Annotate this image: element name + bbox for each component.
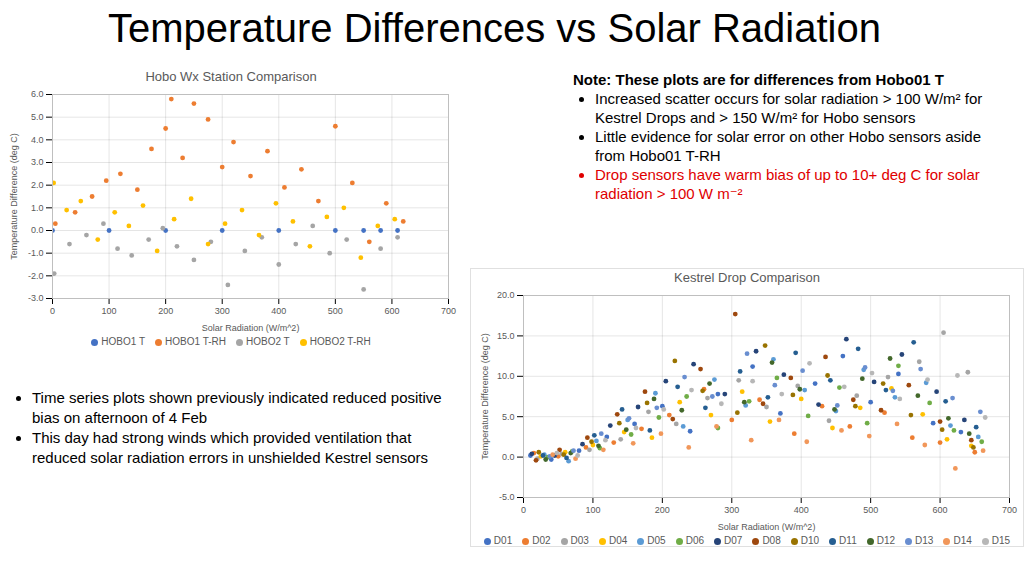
- svg-text:400: 400: [794, 505, 809, 515]
- svg-text:0: 0: [521, 505, 526, 515]
- svg-text:500: 500: [863, 505, 878, 515]
- html-text:HOBO2 T: HOBO2 T: [246, 336, 290, 347]
- svg-text:0.0: 0.0: [31, 225, 44, 235]
- svg-text:700: 700: [441, 306, 456, 316]
- html-text:D08: D08: [762, 535, 781, 546]
- html-text:This day had strong winds whic: This day had strong winds which provided…: [32, 429, 428, 466]
- svg-text:600: 600: [933, 505, 948, 515]
- svg-text:400: 400: [271, 306, 286, 316]
- svg-text:2.0: 2.0: [31, 180, 44, 190]
- svg-text:6.0: 6.0: [31, 89, 44, 99]
- svg-text:20.0: 20.0: [497, 290, 515, 300]
- svg-text:5.0: 5.0: [502, 412, 515, 422]
- html-text:Drop sensors have warm bias of: Drop sensors have warm bias of up to 10+…: [595, 166, 980, 202]
- html-text:D14: D14: [953, 535, 972, 546]
- svg-text:-1.0: -1.0: [28, 248, 44, 258]
- svg-text:300: 300: [724, 505, 739, 515]
- html-text:HOBO2 T-RH: HOBO2 T-RH: [309, 336, 371, 347]
- html-text:Hobo Wx Station Comparison: Hobo Wx Station Comparison: [145, 69, 317, 84]
- svg-text:Temperature Difference (deg C): Temperature Difference (deg C): [480, 333, 490, 459]
- svg-text:Solar Radiation (W/m^2): Solar Radiation (W/m^2): [202, 323, 300, 333]
- svg-text:500: 500: [328, 306, 343, 316]
- svg-text:Temperature Difference (deg C): Temperature Difference (deg C): [9, 133, 19, 259]
- html-text:D04: D04: [608, 535, 628, 546]
- svg-text:200: 200: [655, 505, 670, 515]
- svg-text:0: 0: [50, 306, 55, 316]
- html-text:Increased scatter occurs for s: Increased scatter occurs for solar radia…: [595, 90, 983, 126]
- svg-text:-3.0: -3.0: [28, 293, 44, 303]
- svg-text:0.0: 0.0: [502, 452, 515, 462]
- html-text:D10: D10: [800, 535, 820, 546]
- svg-text:600: 600: [384, 306, 399, 316]
- svg-text:100: 100: [102, 306, 117, 316]
- html-text:D13: D13: [915, 535, 934, 546]
- svg-text:300: 300: [215, 306, 230, 316]
- html-text:D06: D06: [685, 535, 704, 546]
- html-text:HOBO1 T-RH: HOBO1 T-RH: [165, 336, 226, 347]
- html-text:D01: D01: [493, 535, 513, 546]
- html-text:D15: D15: [991, 535, 1011, 546]
- svg-text:-2.0: -2.0: [28, 271, 44, 281]
- html-text:D12: D12: [876, 535, 896, 546]
- svg-text:700: 700: [1002, 505, 1017, 515]
- html-text:D07: D07: [724, 535, 743, 546]
- html-text:Little evidence for solar erro: Little evidence for solar error on other…: [595, 128, 981, 164]
- svg-text:-5.0: -5.0: [499, 492, 515, 502]
- svg-text:Solar Radiation (W/m^2): Solar Radiation (W/m^2): [718, 522, 816, 532]
- svg-text:1.0: 1.0: [31, 203, 44, 213]
- svg-text:200: 200: [158, 306, 173, 316]
- svg-text:3.0: 3.0: [31, 157, 44, 167]
- svg-text:5.0: 5.0: [31, 112, 44, 122]
- html-text:HOBO1 T: HOBO1 T: [101, 336, 146, 347]
- html-text:D05: D05: [647, 535, 666, 546]
- svg-text:10.0: 10.0: [497, 371, 515, 381]
- html-text:Time series plots shown previo: Time series plots shown previously indic…: [32, 389, 442, 426]
- html-text:D03: D03: [570, 535, 589, 546]
- html-text:D11: D11: [839, 535, 857, 546]
- svg-text:4.0: 4.0: [31, 135, 44, 145]
- html-text:D02: D02: [532, 535, 551, 546]
- html-text:Temperature Differences vs Sol: Temperature Differences vs Solar Radiati…: [108, 6, 881, 50]
- html-text:Kestrel Drop Comparison: Kestrel Drop Comparison: [674, 270, 820, 285]
- svg-text:100: 100: [585, 505, 600, 515]
- html-text:Note: These plots are for diff: Note: These plots are for differences fr…: [573, 71, 944, 88]
- svg-text:15.0: 15.0: [497, 331, 515, 341]
